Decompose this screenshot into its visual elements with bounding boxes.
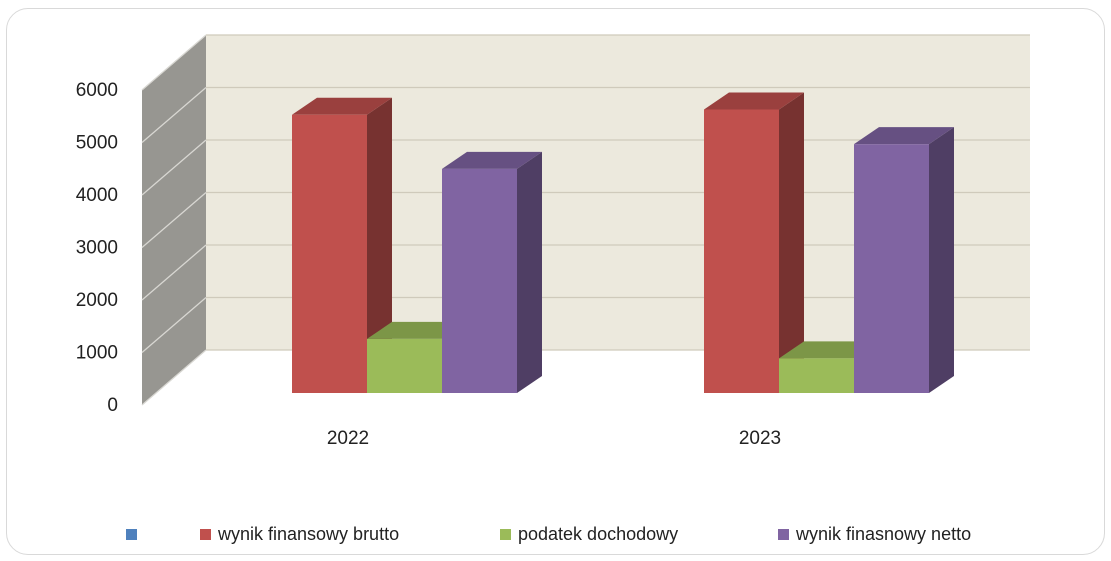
- bar-front: [367, 338, 442, 393]
- legend-swatch: [200, 529, 211, 540]
- legend-item: podatek dochodowy: [500, 524, 678, 544]
- bar-2023-3: [854, 127, 954, 394]
- legend-label: wynik finasnowy netto: [795, 524, 971, 544]
- legend-swatch: [778, 529, 789, 540]
- gridline-side: [141, 192, 207, 248]
- y-tick-label: 5000: [76, 133, 118, 154]
- bar-front: [704, 109, 779, 393]
- y-tick-label: 4000: [76, 185, 118, 206]
- bar-2022-3: [442, 151, 542, 393]
- bars: [292, 92, 954, 394]
- bar-top: [704, 92, 804, 110]
- legend-swatch: [500, 529, 511, 540]
- legend-label: podatek dochodowy: [518, 524, 678, 544]
- legend-label: wynik finansowy brutto: [217, 524, 399, 544]
- y-axis-ticks: 0 1000 2000 3000 4000 5000 6000: [76, 80, 118, 416]
- legend-item: wynik finasnowy netto: [778, 524, 971, 544]
- y-tick-label: 2000: [76, 290, 118, 311]
- bar-top: [854, 127, 954, 145]
- legend-swatch: [126, 529, 137, 540]
- bar-side: [779, 92, 804, 393]
- x-category-label: 2023: [739, 428, 781, 449]
- gridline-side: [141, 139, 207, 196]
- bar-side: [517, 151, 542, 393]
- gridline-side: [141, 244, 207, 301]
- bar-2023-1: [704, 92, 804, 393]
- bar-front: [854, 144, 929, 393]
- gridline-side: [141, 34, 207, 91]
- bar-side: [929, 127, 954, 394]
- bar-2022-1: [292, 97, 392, 393]
- bar-front: [292, 114, 367, 393]
- y-tick-label: 6000: [76, 80, 118, 101]
- bar-side: [367, 97, 392, 393]
- legend: wynik finansowy brutto podatek dochodowy w…: [126, 524, 971, 544]
- gridline-side: [141, 297, 207, 353]
- y-tick-label: 0: [107, 395, 118, 416]
- gridline-side: [141, 87, 207, 143]
- bar-front: [779, 358, 854, 393]
- bar-top: [292, 97, 392, 115]
- x-axis-categories: 2022 2023: [327, 428, 781, 449]
- y-tick-label: 1000: [76, 343, 118, 364]
- y-tick-label: 3000: [76, 238, 118, 259]
- legend-item: [126, 529, 137, 540]
- gridline-side: [141, 349, 207, 406]
- bar-front: [442, 168, 517, 393]
- legend-item: wynik finansowy brutto: [200, 524, 399, 544]
- x-category-label: 2022: [327, 428, 369, 449]
- bar-top: [442, 151, 542, 169]
